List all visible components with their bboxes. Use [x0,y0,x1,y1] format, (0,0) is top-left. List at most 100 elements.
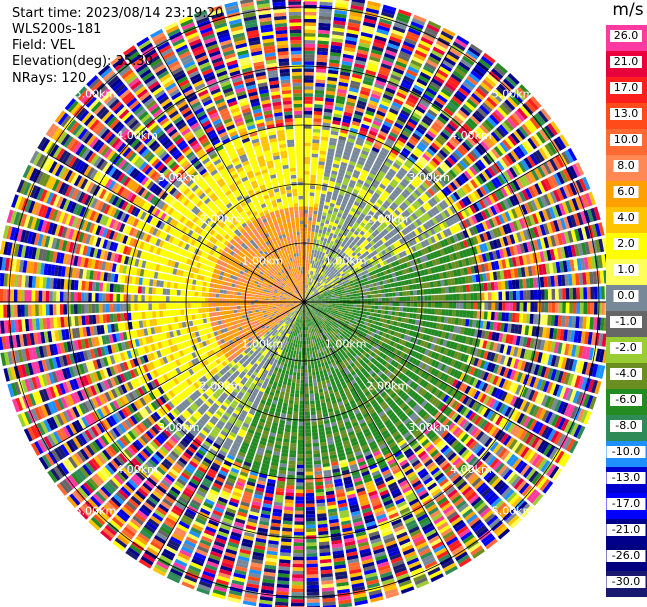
velocity-gate [380,127,390,134]
velocity-gate [321,272,325,276]
velocity-gate [438,190,447,199]
velocity-gate [445,302,450,309]
velocity-gate [373,179,380,186]
velocity-gate [449,98,461,108]
velocity-gate [448,217,455,226]
velocity-gate [314,235,318,240]
velocity-gate [314,290,318,293]
velocity-gate [476,107,488,118]
velocity-gate [335,182,342,188]
velocity-gate [311,231,315,236]
velocity-gate [491,91,503,103]
velocity-gate [376,156,385,164]
velocity-gate [326,289,330,292]
velocity-gate [326,213,332,218]
velocity-gate [324,270,329,275]
velocity-gate [311,160,318,165]
velocity-gate [308,285,311,289]
velocity-gate [401,250,407,257]
velocity-gate [306,297,310,300]
velocity-gate [472,148,482,158]
velocity-gate [500,186,508,198]
velocity-gate [417,173,426,181]
velocity-gate [336,235,341,241]
velocity-gate [337,212,343,218]
velocity-gate [461,157,471,167]
velocity-gate [441,294,446,301]
velocity-gate [307,224,312,228]
velocity-gate [447,183,455,193]
velocity-gate [384,288,389,293]
velocity-gate [315,79,326,84]
velocity-gate [427,308,432,315]
velocity-gate [374,309,378,313]
velocity-gate [484,76,497,88]
velocity-gate [333,160,341,165]
velocity-gate [352,264,358,269]
velocity-gate [381,249,387,256]
velocity-gate [357,159,365,166]
velocity-gate [352,150,360,157]
velocity-gate [378,130,388,138]
velocity-gate [335,227,341,233]
velocity-gate [378,69,390,77]
velocity-gate [340,279,345,283]
velocity-gate [367,254,372,259]
velocity-gate [332,298,336,301]
velocity-gate [373,38,386,46]
velocity-gate [346,275,352,280]
velocity-gate [397,115,407,124]
velocity-gate [390,104,401,112]
velocity-gate [396,216,403,224]
velocity-gate [344,236,350,242]
velocity-gate [335,296,340,299]
velocity-gate [428,127,439,136]
velocity-gate [400,47,413,56]
velocity-gate [363,308,368,312]
velocity-gate [337,240,342,246]
velocity-gate [359,249,365,255]
velocity-gate [529,313,534,324]
velocity-gate [429,106,440,115]
velocity-gate [487,302,492,311]
velocity-gate [384,248,390,254]
velocity-gate [335,0,349,5]
velocity-gate [393,98,404,106]
velocity-gate [402,178,410,186]
velocity-gate [327,148,335,153]
velocity-gate [310,181,316,186]
velocity-gate [324,108,333,113]
velocity-gate [379,18,393,26]
velocity-gate [316,374,321,379]
velocity-gate [338,168,346,174]
velocity-gate [354,249,359,255]
velocity-gate [470,302,474,310]
velocity-gate [314,250,318,254]
velocity-gate [460,172,469,182]
velocity-gate [399,50,412,59]
velocity-gate [398,112,409,121]
velocity-gate [488,150,498,161]
velocity-gate [347,25,360,32]
velocity-gate [357,133,366,140]
velocity-gate [403,296,407,302]
velocity-gate [337,280,342,284]
velocity-gate [315,82,325,87]
velocity-gate [307,293,311,297]
velocity-gate [447,101,459,111]
velocity-gate [323,115,332,120]
velocity-gate [313,357,317,362]
velocity-gate [415,218,422,226]
velocity-gate [424,165,433,174]
velocity-gate [562,302,566,314]
velocity-gate [346,306,350,309]
velocity-gate [494,291,499,301]
velocity-gate [357,179,364,185]
velocity-gate [341,214,347,220]
velocity-gate [306,296,309,300]
velocity-gate [359,35,373,42]
velocity-gate [325,299,329,301]
velocity-gate [384,209,391,217]
velocity-gate [325,162,333,167]
velocity-gate [463,170,472,180]
